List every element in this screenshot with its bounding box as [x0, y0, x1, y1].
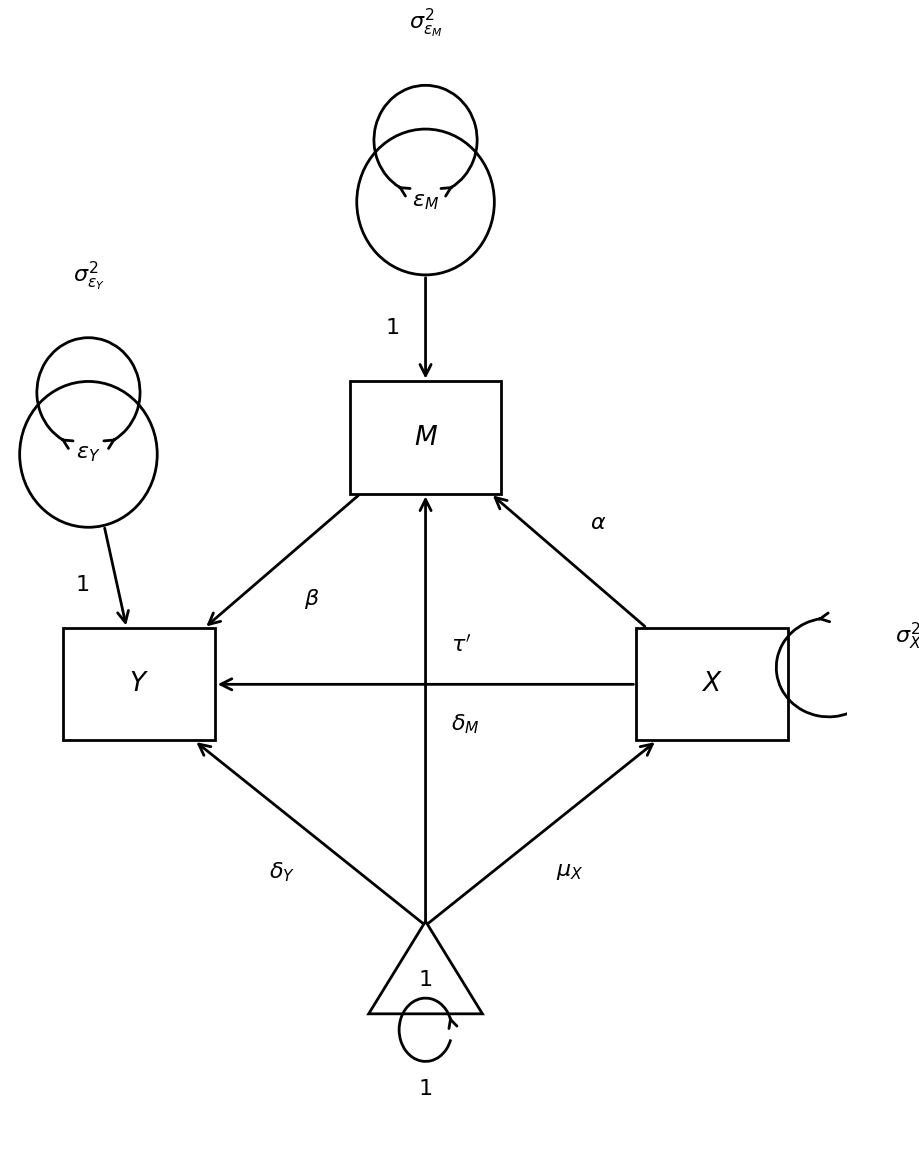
Text: $\delta_Y$: $\delta_Y$ — [269, 861, 295, 884]
Text: $1$: $1$ — [75, 575, 89, 595]
Text: $\sigma^2_X$: $\sigma^2_X$ — [895, 621, 919, 652]
Circle shape — [19, 382, 157, 527]
Bar — [350, 382, 502, 494]
Bar — [63, 628, 215, 741]
Text: $\varepsilon_M$: $\varepsilon_M$ — [412, 192, 439, 212]
Text: $\beta$: $\beta$ — [304, 587, 319, 612]
Text: $\mu_X$: $\mu_X$ — [555, 862, 583, 882]
Text: $\delta_M$: $\delta_M$ — [451, 712, 480, 736]
Text: $\tau'$: $\tau'$ — [451, 635, 471, 657]
Text: $\sigma^2_{\varepsilon_Y}$: $\sigma^2_{\varepsilon_Y}$ — [73, 260, 105, 293]
Polygon shape — [369, 921, 482, 1014]
Text: $Y$: $Y$ — [129, 672, 149, 697]
Circle shape — [357, 129, 494, 275]
Text: $1$: $1$ — [418, 971, 433, 990]
Text: $M$: $M$ — [414, 425, 437, 450]
Text: $1$: $1$ — [418, 1079, 433, 1100]
Text: $X$: $X$ — [701, 672, 723, 697]
Text: $\varepsilon_Y$: $\varepsilon_Y$ — [76, 444, 101, 464]
Text: $\alpha$: $\alpha$ — [590, 512, 607, 533]
Text: $1$: $1$ — [385, 319, 399, 338]
Bar — [636, 628, 788, 741]
Text: $\sigma^2_{\varepsilon_M}$: $\sigma^2_{\varepsilon_M}$ — [409, 7, 442, 40]
